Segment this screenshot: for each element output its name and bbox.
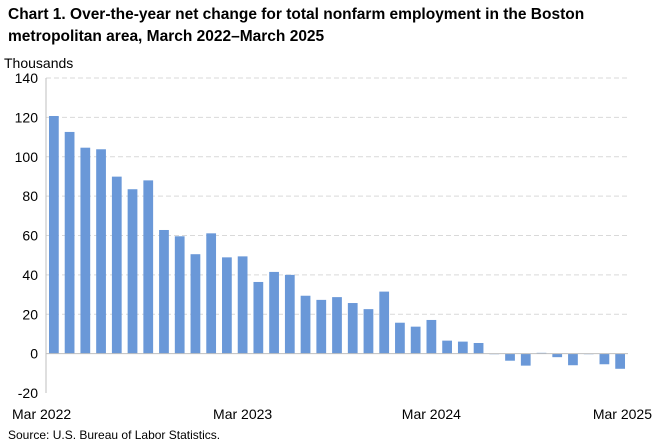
bar bbox=[111, 176, 122, 354]
bar bbox=[473, 342, 484, 354]
bar bbox=[552, 353, 563, 358]
bar bbox=[222, 257, 232, 354]
bars bbox=[48, 115, 626, 369]
bar bbox=[426, 319, 437, 354]
y-tick-label: 20 bbox=[22, 306, 38, 322]
x-tick-labels: Mar 2022 Mar 2023 Mar 2024 Mar 2025 bbox=[12, 406, 652, 422]
bar bbox=[237, 256, 248, 354]
bar bbox=[395, 322, 405, 354]
bar bbox=[174, 236, 185, 354]
y-tick-label: 40 bbox=[22, 267, 38, 283]
bar bbox=[300, 295, 311, 354]
bar bbox=[442, 340, 452, 354]
x-tick-label: Mar 2024 bbox=[402, 406, 461, 422]
bar bbox=[505, 353, 515, 361]
y-tick-label: 120 bbox=[15, 109, 39, 125]
bar bbox=[143, 180, 154, 354]
bar bbox=[96, 149, 106, 354]
bar bbox=[48, 115, 59, 354]
bar bbox=[253, 281, 264, 354]
bar bbox=[347, 303, 358, 354]
source-note: Source: U.S. Bureau of Labor Statistics. bbox=[8, 428, 221, 442]
gridlines bbox=[46, 77, 628, 315]
bar bbox=[568, 353, 578, 366]
y-tick-label: -20 bbox=[18, 385, 38, 401]
y-tick-label: 60 bbox=[22, 228, 38, 244]
bar bbox=[284, 274, 295, 354]
bar bbox=[332, 297, 342, 354]
y-tick-label: 100 bbox=[15, 149, 39, 165]
bar bbox=[410, 326, 421, 354]
bar bbox=[379, 291, 390, 354]
axes bbox=[45, 78, 628, 393]
y-axis-label: Thousands bbox=[4, 55, 73, 71]
bar bbox=[80, 147, 91, 354]
x-tick-label: Mar 2022 bbox=[12, 406, 71, 422]
x-tick-label: Mar 2025 bbox=[593, 406, 652, 422]
bar bbox=[64, 131, 75, 354]
bar bbox=[520, 353, 531, 366]
y-tick-label: 0 bbox=[30, 346, 38, 362]
y-tick-labels: -20 0 20 40 60 80 100 120 140 bbox=[15, 70, 39, 401]
bar bbox=[599, 353, 610, 365]
y-tick-label: 80 bbox=[22, 188, 38, 204]
bar bbox=[363, 309, 374, 354]
chart-title: Chart 1. Over-the-year net change for to… bbox=[8, 6, 585, 45]
y-tick-label: 140 bbox=[15, 70, 39, 86]
bar bbox=[615, 353, 626, 369]
bar bbox=[316, 299, 327, 354]
x-tick-label: Mar 2023 bbox=[213, 406, 272, 422]
bar bbox=[159, 229, 169, 354]
bar bbox=[127, 189, 138, 354]
bar bbox=[457, 341, 468, 354]
bar bbox=[206, 233, 217, 354]
bar bbox=[190, 254, 201, 354]
bar bbox=[269, 271, 279, 354]
